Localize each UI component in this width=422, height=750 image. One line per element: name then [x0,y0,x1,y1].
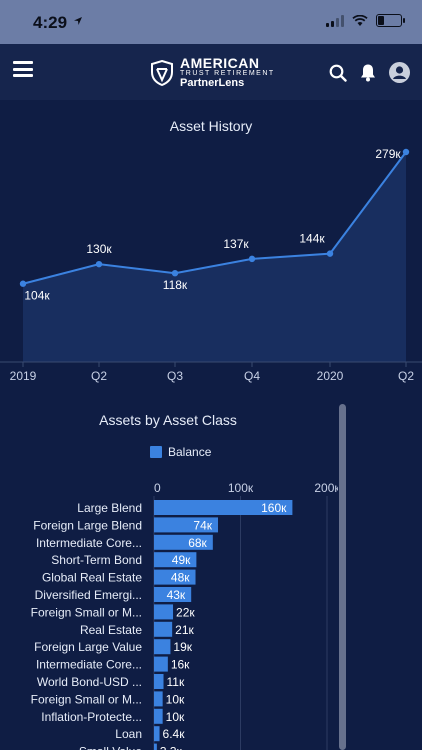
class-bar-value-label: 6.4к [163,727,186,741]
history-x-tick-label: Q4 [244,369,260,383]
legend-label: Balance [168,445,212,459]
class-bar[interactable] [154,552,197,568]
history-data-label: 118к [163,278,188,292]
wifi-icon [352,14,368,26]
class-category-label: Intermediate Core... [36,536,142,550]
bell-icon[interactable] [359,63,377,87]
history-data-label: 144к [299,232,325,246]
logo-line3: PartnerLens [180,77,245,89]
class-category-label: Small Value [79,745,142,750]
class-bar-value-label: 3.3к [160,745,183,750]
class-bar[interactable] [154,500,293,515]
class-bar-value-label: 19к [173,640,192,654]
logo-line2: TRUST RETIREMENT [180,70,275,77]
history-x-tick-label: Q3 [167,369,183,383]
class-category-label: Foreign Small or M... [31,605,142,619]
status-bar: 4:29 [0,0,422,44]
history-point[interactable] [402,148,410,156]
class-bar-value-label: 16к [171,658,190,672]
history-series-line [22,151,407,285]
asset-history-panel: Asset History 104к 130к 118к 137к 144к 279к 20… [0,100,422,390]
history-point[interactable] [19,280,27,287]
search-icon[interactable] [329,64,347,87]
legend-swatch [150,446,162,458]
class-bar-value-label: 10к [166,692,185,706]
status-time: 4:29 [33,13,68,32]
class-category-label: Diversified Emergi... [35,588,142,602]
class-bar[interactable] [154,708,163,724]
class-bar-value-label: 74к [193,518,212,532]
history-x-tick-label: 2020 [317,369,344,383]
class-bar-value-label: 49к [172,553,191,567]
class-bar[interactable] [154,743,157,750]
chart-scrollbar[interactable] [339,404,346,750]
history-point[interactable] [95,260,103,268]
class-category-label: Large Blend [77,501,142,515]
class-category-label: Intermediate Core... [36,658,142,672]
class-bar[interactable] [154,604,174,620]
class-bar[interactable] [154,656,168,672]
class-bar[interactable] [154,691,163,707]
class-bar-value-label: 48к [171,571,190,585]
asset-history-chart[interactable]: 104к 130к 118к 137к 144к 279к 2019 Q2 Q3 Q4 2020 Q2 [0,100,422,390]
chart-legend[interactable]: Balance [150,445,211,459]
history-x-tick-label: Q2 [91,369,107,383]
history-x-tick-label: 2019 [10,369,37,383]
class-bar[interactable] [154,517,219,533]
history-data-label: 279к [375,147,401,161]
logo-line1: AMERICAN [180,55,260,71]
class-bar-value-label: 22к [176,605,195,619]
shield-logo-icon [151,59,173,86]
history-point[interactable] [171,269,179,277]
class-x-tick-label: 100к [228,481,254,495]
cellular-signal-icon [326,14,344,27]
history-point[interactable] [248,255,256,263]
class-bar-value-label: 160к [261,501,287,515]
class-category-label: World Bond-USD ... [37,675,142,689]
history-data-label: 137к [223,237,249,251]
app-header: AMERICAN TRUST RETIREMENT PartnerLens [0,44,422,100]
assets-by-class-title: Assets by Asset Class [99,412,237,428]
class-category-label: Short-Term Bond [51,553,142,567]
hamburger-menu-icon[interactable] [13,61,33,77]
class-category-label: Foreign Small or M... [31,692,142,706]
user-avatar-icon[interactable] [389,62,410,88]
app-logo: AMERICAN TRUST RETIREMENT PartnerLens [150,56,275,89]
class-bar[interactable] [154,639,171,655]
class-bar-value-label: 43к [167,588,186,602]
class-bar[interactable] [154,569,196,585]
class-category-label: Global Real Estate [42,571,142,585]
history-data-label: 104к [24,289,50,303]
location-arrow-icon [74,17,82,25]
assets-by-class-panel: Assets by Asset Class Balance 0 100к 200к L… [0,396,422,750]
class-bar-value-label: 68к [188,536,207,550]
class-category-label: Foreign Large Value [34,640,142,654]
history-data-label: 130к [86,242,112,256]
class-x-tick-label: 200к [314,481,338,495]
class-x-tick-label: 0 [154,481,161,495]
class-category-label: Inflation-Protecte... [41,710,142,724]
history-point[interactable] [326,250,334,257]
battery-icon [376,14,405,27]
class-bar[interactable] [154,726,160,742]
history-x-tick-label: Q2 [398,369,414,383]
class-category-label: Real Estate [80,623,142,637]
class-category-label: Foreign Large Blend [33,518,142,532]
class-bar[interactable] [154,674,164,689]
class-bar[interactable] [154,621,173,637]
class-bar[interactable] [154,587,192,602]
class-bar-value-label: 21к [175,623,194,637]
class-bar[interactable] [154,534,213,550]
class-category-label: Loan [115,727,142,741]
history-area-fill [23,152,406,362]
class-bar-value-label: 11к [167,675,185,689]
asset-history-title: Asset History [169,118,253,134]
class-bar-value-label: 10к [166,710,185,724]
assets-by-class-chart[interactable]: 0 100к 200к Large Blend 160к Foreign Large Bl… [0,396,338,750]
